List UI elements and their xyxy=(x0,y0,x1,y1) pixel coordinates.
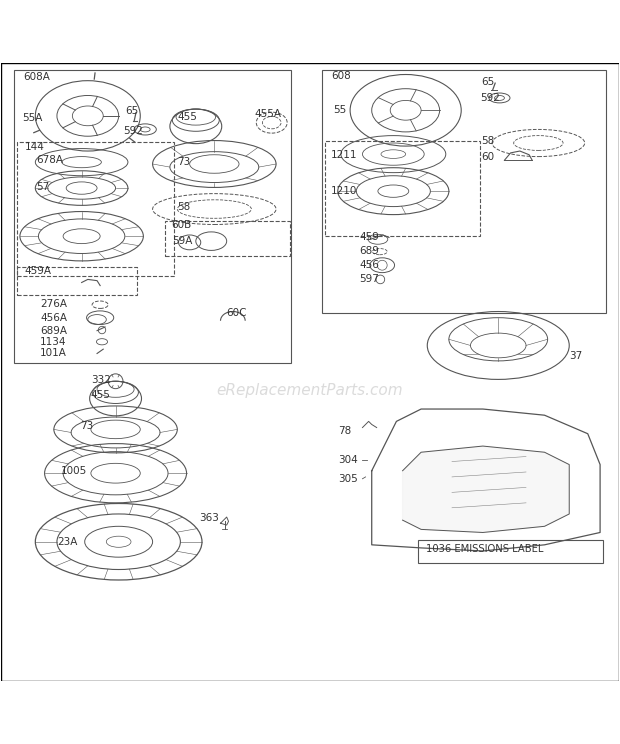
Text: 689: 689 xyxy=(360,246,379,256)
Text: 305: 305 xyxy=(338,474,358,484)
Text: 65: 65 xyxy=(482,77,495,87)
Text: 456A: 456A xyxy=(40,312,68,323)
Text: 332: 332 xyxy=(91,375,111,385)
Text: 73: 73 xyxy=(177,157,190,167)
Text: 276A: 276A xyxy=(40,299,68,309)
Text: 59A: 59A xyxy=(172,236,193,246)
Text: 597: 597 xyxy=(360,274,379,283)
Text: 65: 65 xyxy=(125,106,138,116)
Text: 608: 608 xyxy=(331,71,351,81)
Text: 144: 144 xyxy=(25,142,45,153)
Text: 456: 456 xyxy=(360,260,379,269)
Text: 455: 455 xyxy=(91,391,111,400)
Text: 78: 78 xyxy=(338,426,351,436)
Text: 592: 592 xyxy=(123,126,143,135)
Text: 23A: 23A xyxy=(57,537,78,548)
Text: 58: 58 xyxy=(177,202,190,212)
Text: 60C: 60C xyxy=(226,308,247,318)
Text: 459A: 459A xyxy=(25,266,52,276)
Text: 678A: 678A xyxy=(36,155,63,165)
Text: 1211: 1211 xyxy=(330,150,357,160)
Text: 1036 EMISSIONS LABEL: 1036 EMISSIONS LABEL xyxy=(426,544,543,554)
Text: 60B: 60B xyxy=(171,220,192,230)
Text: 608A: 608A xyxy=(24,72,50,82)
Text: 73: 73 xyxy=(80,420,93,431)
Text: 1005: 1005 xyxy=(61,466,87,475)
Text: 459: 459 xyxy=(360,232,379,243)
Polygon shape xyxy=(402,446,569,533)
Text: 37: 37 xyxy=(569,351,582,361)
Text: 1210: 1210 xyxy=(330,186,356,196)
Text: eReplacementParts.com: eReplacementParts.com xyxy=(216,383,404,398)
Text: 55: 55 xyxy=(333,106,346,115)
Text: 1134: 1134 xyxy=(40,337,67,347)
Text: 101A: 101A xyxy=(40,348,67,358)
Text: 363: 363 xyxy=(199,513,219,523)
Text: 689A: 689A xyxy=(40,326,68,336)
Text: 57: 57 xyxy=(36,182,49,192)
Text: 455: 455 xyxy=(177,112,197,122)
Text: 60: 60 xyxy=(482,153,495,162)
Text: 58: 58 xyxy=(482,136,495,146)
Text: 304: 304 xyxy=(338,455,358,465)
Text: 55A: 55A xyxy=(22,112,43,123)
Text: 455A: 455A xyxy=(254,109,281,119)
Text: 592: 592 xyxy=(480,93,500,103)
